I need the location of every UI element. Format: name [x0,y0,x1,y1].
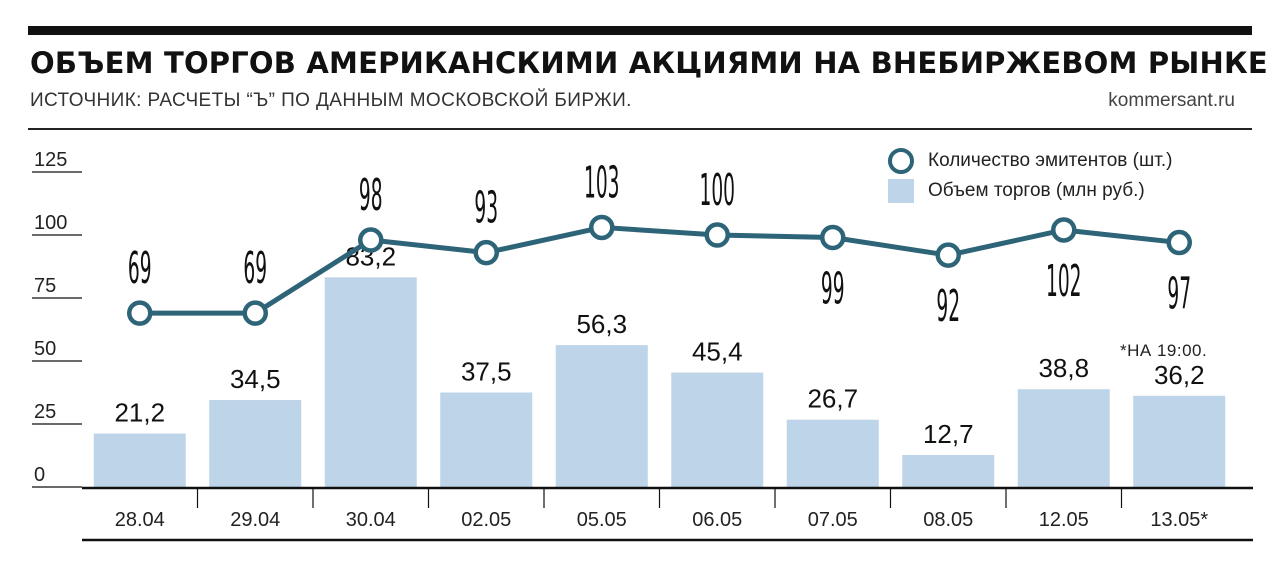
x-tick-label: 02.05 [461,509,511,531]
issuers-value-label: 102 [1046,256,1081,307]
bar [555,345,648,487]
issuers-value-label: 100 [700,165,735,216]
x-tick-label: 07.05 [808,509,858,531]
top-rule [28,26,1252,35]
issuers-line [139,224,1180,316]
issuers-value-label: 99 [821,263,845,314]
issuers-value-label: 97 [1167,268,1191,319]
bar-value-label: 12,7 [923,419,974,449]
bar [1017,389,1110,487]
bar [440,392,533,487]
x-tick-label: 28.04 [115,509,165,531]
bar-value-label: 36,2 [1154,360,1205,390]
x-tick-label: 12.05 [1039,509,1089,531]
issuers-point [242,300,268,326]
x-tick-label: 08.05 [923,509,973,531]
bar-value-label: 45,4 [692,337,743,367]
footnote: *НА 19:00. [1120,341,1208,360]
bar-value-label: 34,5 [230,364,281,394]
issuers-value-label: 103 [584,157,619,208]
legend-item-volume: Объем торгов (млн руб.) [888,176,1172,206]
bar [786,419,879,487]
bar-value-label: 21,2 [114,398,165,428]
issuers-point [589,214,615,241]
issuers-value-label: 69 [243,243,267,294]
bar [671,372,764,487]
x-tick-label: 13.05* [1150,509,1208,531]
bar-value-label: 38,8 [1038,353,1089,383]
bar-value-label: 26,7 [807,384,858,414]
issuers-point [704,222,730,248]
bar [1133,395,1226,487]
issuers-point [127,300,153,326]
site-credit: kommersant.ru [1108,90,1235,111]
y-tick-label: 125 [34,149,67,171]
bar [324,277,417,487]
y-tick-label: 100 [34,212,67,234]
x-tick-label: 29.04 [230,509,280,531]
legend-marker-issuers [888,148,914,174]
y-tick-label: 0 [34,464,45,486]
x-tick-label: 30.04 [346,509,396,531]
legend: Количество эмитентов (шт.) Объем торгов … [888,146,1172,206]
legend-item-issuers: Количество эмитентов (шт.) [888,146,1172,176]
chart-title: ОБЪЕМ ТОРГОВ АМЕРИКАНСКИМИ АКЦИЯМИ НА ВН… [30,46,1268,80]
issuers-point [820,224,846,251]
bar [209,400,302,487]
bar [93,433,186,487]
issuers-point [473,239,499,266]
issuers-value-label: 69 [128,243,152,294]
y-tick-label: 75 [34,275,56,297]
issuers-point [1166,229,1192,256]
legend-label-issuers: Количество эмитентов (шт.) [928,150,1173,171]
y-tick-label: 25 [34,401,56,423]
issuers-point [935,242,961,268]
issuers-value-label: 92 [936,281,960,332]
issuers-value-label: 98 [359,170,383,221]
issuers-value-label: 93 [474,182,498,233]
issuers-point [358,227,384,253]
bar-value-label: 56,3 [576,309,627,339]
header-divider [28,128,1252,130]
bar [902,454,995,487]
bar-value-label: 37,5 [461,357,512,387]
y-tick-label: 50 [34,338,56,360]
legend-label-volume: Объем торгов (млн руб.) [928,180,1145,201]
x-tick-label: 06.05 [692,509,742,531]
chart-source: ИСТОЧНИК: РАСЧЕТЫ “Ъ” ПО ДАННЫМ МОСКОВСК… [30,90,632,111]
issuers-point [1051,217,1077,243]
x-tick-label: 05.05 [577,509,627,531]
legend-swatch-volume [888,179,914,203]
